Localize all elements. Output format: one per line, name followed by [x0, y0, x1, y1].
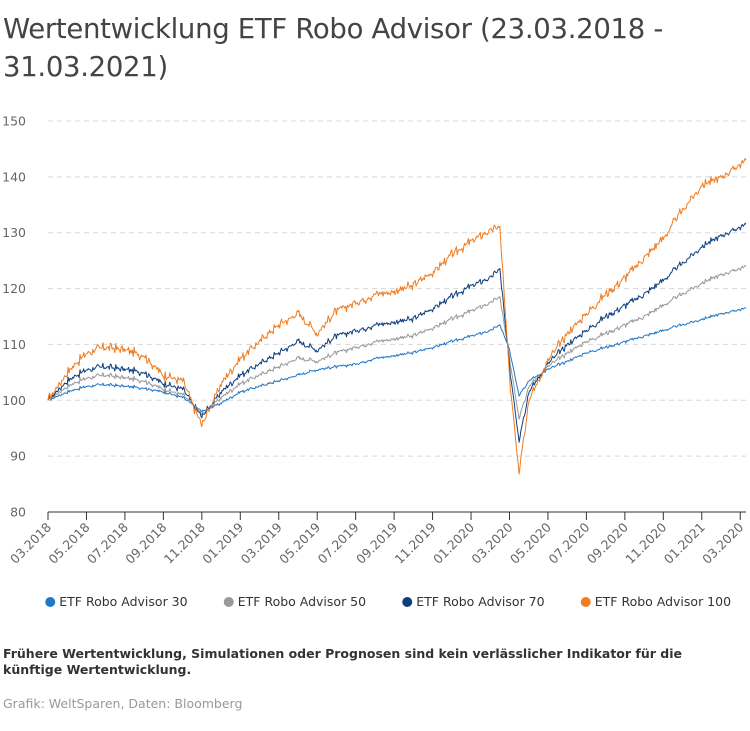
x-tick-label: 09.2019 [353, 519, 400, 566]
x-tick-label: 05.2019 [276, 519, 323, 566]
x-tick-label: 05.2020 [507, 519, 554, 566]
legend-marker [45, 597, 55, 607]
x-tick-label: 03.2020 [468, 519, 515, 566]
x-tick-label: 01.2021 [661, 520, 708, 567]
x-tick-label: 09.2018 [122, 519, 169, 566]
x-tick-label: 05.2018 [45, 519, 92, 566]
y-tick-label: 140 [2, 169, 26, 184]
x-tick-label: 01.2020 [430, 519, 477, 566]
disclaimer-note: Frühere Wertentwicklung, Simulationen od… [3, 646, 683, 678]
y-tick-label: 80 [10, 505, 26, 520]
y-tick-label: 90 [10, 449, 26, 464]
x-tick-label: 11.2020 [622, 519, 669, 566]
legend-item-1[interactable]: ETF Robo Advisor 30 [45, 594, 187, 609]
x-tick-label: 03.2020 [699, 519, 746, 566]
y-tick-label: 110 [2, 337, 26, 352]
x-tick-label: 11.2019 [392, 519, 439, 566]
legend-item-4[interactable]: ETF Robo Advisor 100 [581, 594, 731, 609]
x-tick-label: 07.2018 [84, 519, 131, 566]
series-lines [48, 159, 746, 475]
series-line-4 [48, 159, 746, 475]
y-tick-label: 150 [2, 114, 26, 129]
y-tick-label: 100 [2, 393, 26, 408]
x-tick-label: 11.2018 [161, 519, 208, 566]
legend: ETF Robo Advisor 30 ETF Robo Advisor 50 ET… [45, 594, 731, 609]
x-tick-label: 03.2019 [238, 519, 285, 566]
legend-marker [224, 597, 234, 607]
legend-label: ETF Robo Advisor 100 [595, 594, 731, 609]
source-credit: Grafik: WeltSparen, Daten: Bloomberg [3, 696, 242, 711]
x-tick-label: 01.2019 [199, 519, 246, 566]
y-axis: 80 90 100 110 120 130 140 150 [2, 114, 26, 520]
x-tick-label: 07.2019 [315, 519, 362, 566]
series-line-3 [48, 223, 746, 442]
y-tick-label: 130 [2, 225, 26, 240]
legend-label: ETF Robo Advisor 50 [238, 594, 366, 609]
x-tick-label: 07.2020 [545, 519, 592, 566]
legend-label: ETF Robo Advisor 70 [416, 594, 544, 609]
series-line-1 [48, 308, 746, 412]
legend-item-2[interactable]: ETF Robo Advisor 50 [224, 594, 366, 609]
x-tick-label: 03.2018 [7, 519, 54, 566]
legend-item-3[interactable]: ETF Robo Advisor 70 [402, 594, 544, 609]
y-tick-label: 120 [2, 281, 26, 296]
x-axis: 03.201805.201807.201809.201811.201801.20… [7, 512, 746, 567]
legend-marker [581, 597, 591, 607]
legend-marker [402, 597, 412, 607]
x-tick-label: 09.2020 [584, 519, 631, 566]
legend-label: ETF Robo Advisor 30 [59, 594, 187, 609]
